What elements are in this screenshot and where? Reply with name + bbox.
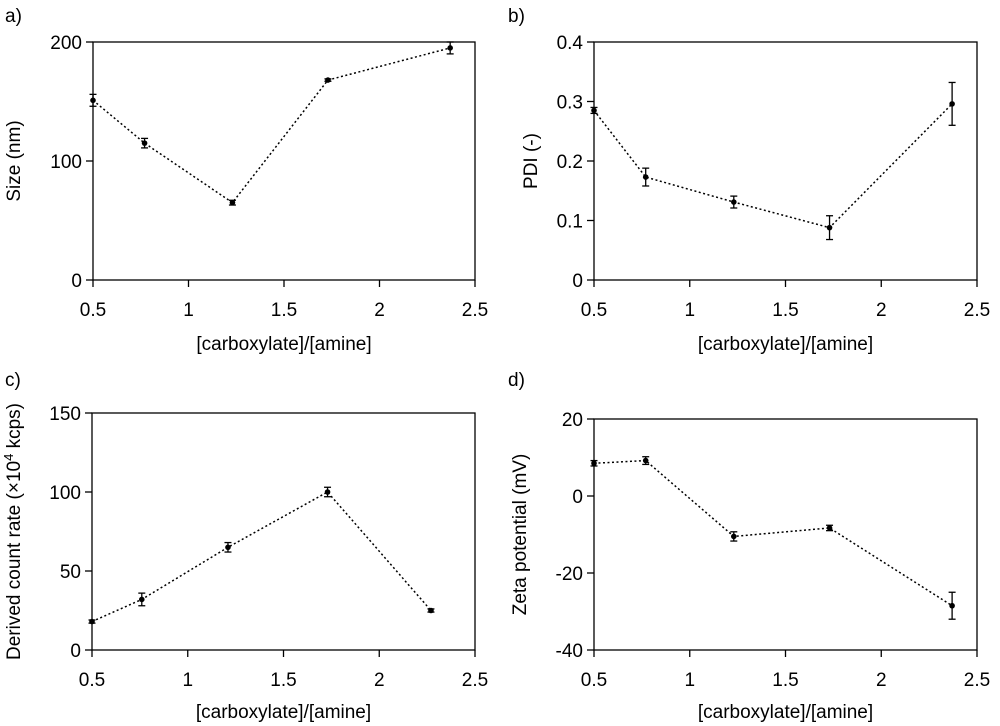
x-axis-title: [carboxylate]/[amine] [698, 334, 873, 355]
chart-panel-4: d) -40 -20 0 20 0.5 1 1.5 2 2.5 [carboxylate]/[ami… [508, 370, 990, 723]
y-tick-label: 150 [49, 404, 81, 425]
y-axis-title: Derived count rate (×104 kcps) [1, 403, 25, 660]
x-tick-label: 0.5 [581, 670, 607, 691]
chart-panel-1: a) 0 100 200 0.5 1 1.5 2 2.5 [carboxylate]/[amine… [4, 6, 488, 355]
panel-label: d) [508, 370, 525, 391]
data-point [90, 97, 96, 104]
data-point [229, 199, 236, 206]
x-tick-label: 1 [182, 670, 193, 691]
data-point [591, 107, 597, 114]
y-tick-label: 20 [562, 410, 583, 431]
plot-frame [91, 412, 476, 651]
x-tick-label: 2.5 [462, 300, 488, 321]
y-tick-label: 0.1 [557, 212, 583, 233]
x-tick-label: 0.5 [581, 300, 607, 321]
series-line [91, 491, 432, 623]
data-point [591, 460, 597, 467]
y-tick-label: 200 [50, 33, 82, 54]
y-tick-label: -20 [556, 564, 583, 585]
panel-label: c) [5, 370, 21, 391]
y-tick-label: 0 [572, 487, 583, 508]
y-tick-label: 0 [70, 641, 81, 662]
y-tick-label: 100 [49, 483, 81, 504]
y-tick-label: 0 [572, 271, 583, 292]
data-point [138, 596, 145, 603]
y-tick-label: 100 [50, 152, 82, 173]
x-tick-label: 1.5 [772, 670, 798, 691]
panel-label: b) [508, 6, 525, 27]
series-line [593, 103, 953, 229]
x-tick-label: 1.5 [772, 300, 798, 321]
y-tick-label: 50 [60, 562, 81, 583]
y-axis-title: Size (nm) [4, 120, 25, 201]
series-line [593, 459, 953, 607]
x-tick-label: 1 [684, 300, 695, 321]
x-tick-label: 2 [876, 300, 887, 321]
x-tick-label: 1.5 [271, 300, 297, 321]
x-axis-title: [carboxylate]/[amine] [196, 334, 371, 355]
y-tick-label: 0.2 [557, 152, 583, 173]
data-point [89, 618, 95, 625]
data-point [225, 544, 231, 551]
x-tick-label: 2 [374, 300, 385, 321]
plot-frame [593, 418, 978, 651]
data-point [428, 607, 434, 614]
plot-frame [92, 41, 476, 281]
x-tick-label: 2.5 [964, 300, 990, 321]
x-tick-label: 2 [374, 670, 385, 691]
chart-panel-3: c) 0 50 100 150 0.5 1 1.5 2 2.5 [carboxylate]/[ami… [1, 370, 488, 723]
y-tick-label: 0.4 [557, 33, 584, 54]
panel-label: a) [5, 6, 22, 27]
x-tick-label: 2.5 [964, 670, 990, 691]
x-axis-title: [carboxylate]/[amine] [196, 702, 371, 723]
x-tick-label: 1 [183, 300, 194, 321]
x-axis-title: [carboxylate]/[amine] [698, 702, 873, 723]
data-point [826, 525, 833, 531]
data-point [325, 77, 331, 83]
data-point [949, 602, 955, 609]
chart-panel-2: b) 0 0.1 0.2 0.3 0.4 0.5 1 1.5 2 2.5 [carboxylate]/… [508, 6, 990, 355]
y-tick-label: 0.3 [557, 93, 583, 114]
data-point [730, 199, 737, 205]
data-point [642, 457, 649, 464]
x-tick-label: 0.5 [79, 670, 105, 691]
data-point [324, 489, 331, 495]
series-line [92, 47, 451, 204]
x-tick-label: 0.5 [80, 300, 106, 321]
x-tick-label: 2.5 [462, 670, 488, 691]
data-point [826, 224, 833, 231]
data-point [949, 101, 955, 107]
y-axis-title: PDI (-) [521, 133, 542, 189]
plot-frame [593, 41, 978, 281]
data-point [141, 140, 148, 146]
x-tick-label: 1.5 [270, 670, 296, 691]
data-point [447, 45, 453, 51]
y-tick-label: 0 [71, 271, 82, 292]
data-point [730, 533, 737, 540]
x-tick-label: 2 [876, 670, 887, 691]
y-tick-label: -40 [556, 641, 583, 662]
x-tick-label: 1 [684, 670, 695, 691]
y-axis-title: Zeta potential (mV) [510, 454, 531, 616]
data-point [642, 174, 649, 180]
